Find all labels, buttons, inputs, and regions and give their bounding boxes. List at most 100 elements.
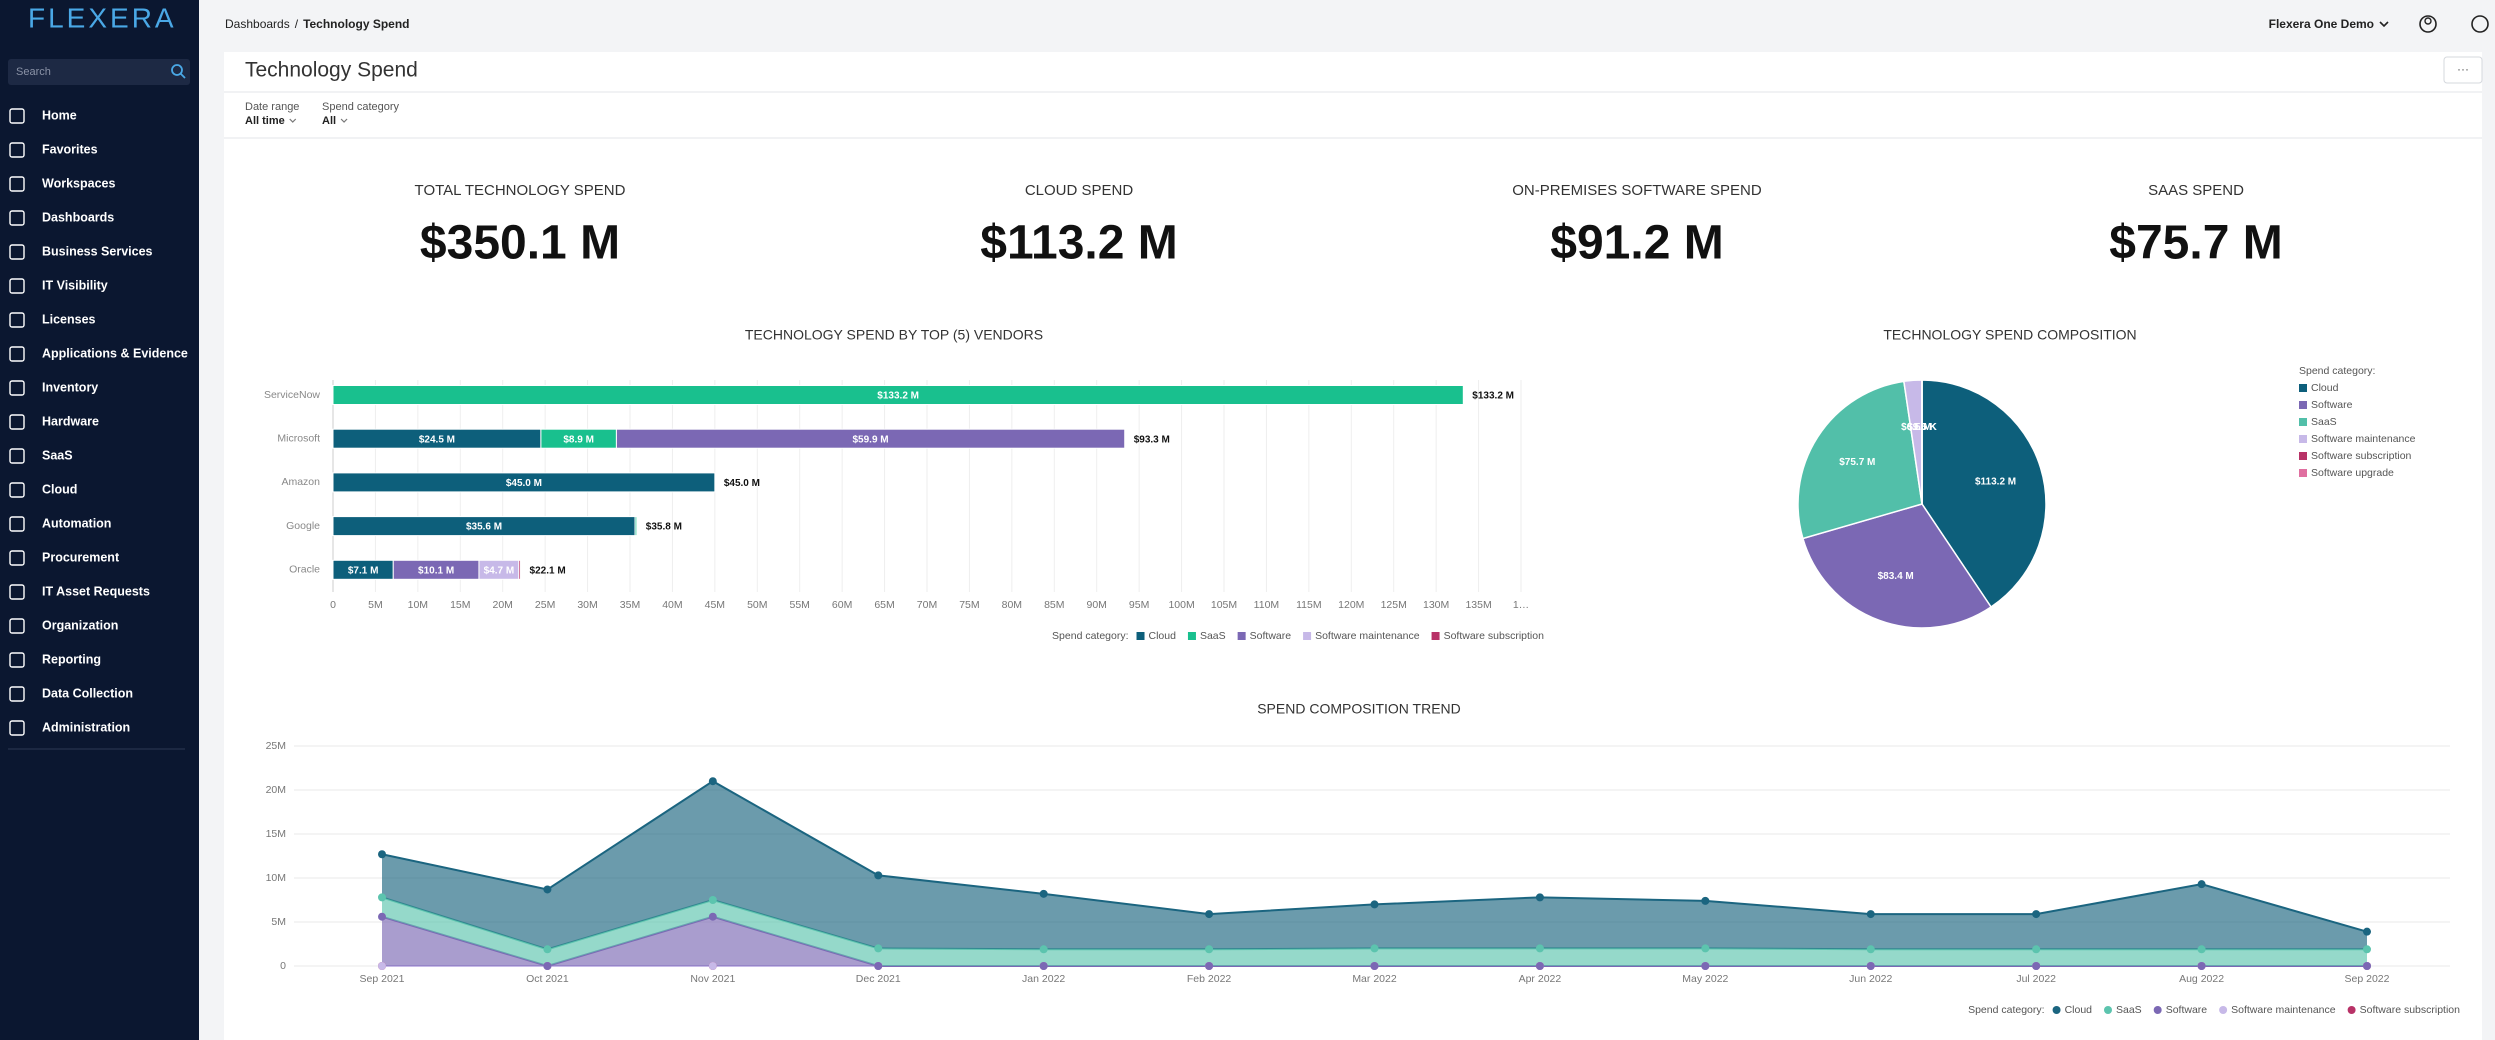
filter-label: Spend category bbox=[322, 101, 400, 113]
point bbox=[2197, 880, 2206, 889]
point bbox=[2363, 945, 2371, 954]
legend-swatch bbox=[1431, 632, 1440, 640]
legend-swatch bbox=[2104, 1006, 2112, 1014]
legend-swatch bbox=[2299, 452, 2307, 460]
nav-item[interactable]: Hardware bbox=[42, 414, 99, 428]
nav-item[interactable]: Organization bbox=[42, 618, 118, 632]
legend: Spend category: Cloud SaaS Software Software… bbox=[1968, 1004, 2460, 1016]
nav-icon[interactable] bbox=[9, 210, 25, 226]
nav-item[interactable]: Dashboards bbox=[42, 210, 114, 224]
legend-label: Software bbox=[2166, 1004, 2208, 1016]
legend-swatch bbox=[2299, 469, 2307, 477]
nav-icon[interactable] bbox=[9, 686, 25, 702]
nav-icon[interactable] bbox=[9, 652, 25, 668]
nav-icon[interactable] bbox=[9, 516, 25, 532]
search-icon bbox=[180, 73, 186, 79]
nav-item[interactable]: Licenses bbox=[42, 312, 96, 326]
x-tick-label: 60M bbox=[832, 599, 852, 611]
nav-icon[interactable] bbox=[9, 584, 25, 600]
nav-icon[interactable] bbox=[9, 448, 25, 464]
nav-icon[interactable] bbox=[9, 108, 25, 124]
bar-label: $8.9 M bbox=[563, 434, 594, 445]
filter-value[interactable]: All time bbox=[245, 115, 285, 127]
x-tick-label: 10M bbox=[408, 599, 428, 611]
total-label: $93.3 M bbox=[1134, 434, 1170, 445]
nav-item[interactable]: SaaS bbox=[42, 448, 73, 462]
point bbox=[1205, 945, 1214, 954]
nav-item[interactable]: Cloud bbox=[42, 482, 77, 496]
x-tick-label: Nov 2021 bbox=[690, 973, 735, 985]
nav-icon[interactable] bbox=[9, 176, 25, 192]
x-tick-label: 35M bbox=[620, 599, 640, 611]
point bbox=[708, 912, 717, 921]
nav-icon[interactable] bbox=[9, 244, 25, 260]
pie-slice bbox=[1801, 503, 1993, 629]
nav-icon[interactable] bbox=[9, 720, 25, 736]
point bbox=[874, 944, 883, 953]
nav-item[interactable]: Reporting bbox=[42, 652, 101, 666]
breadcrumb-parent[interactable]: Dashboards bbox=[225, 17, 290, 31]
x-tick-label: Mar 2022 bbox=[1352, 973, 1397, 985]
nav-icon[interactable] bbox=[9, 482, 25, 498]
nav-icon[interactable] bbox=[9, 550, 25, 566]
nav-item[interactable]: Applications & Evidence bbox=[42, 346, 188, 360]
nav-item[interactable]: IT Asset Requests bbox=[42, 584, 150, 598]
nav-icon[interactable] bbox=[9, 142, 25, 158]
point bbox=[1535, 944, 1544, 953]
search-box[interactable] bbox=[8, 59, 190, 85]
point bbox=[2032, 910, 2041, 919]
nav-icon[interactable] bbox=[9, 312, 25, 328]
menu-button-label[interactable]: ··· bbox=[2457, 62, 2469, 76]
search-icon[interactable] bbox=[171, 64, 183, 76]
x-tick-label: Oct 2021 bbox=[526, 973, 569, 985]
nav-item[interactable]: Automation bbox=[42, 516, 111, 530]
x-tick-label: Jun 2022 bbox=[1849, 973, 1892, 985]
filter-label: Date range bbox=[245, 101, 299, 113]
nav-icon[interactable] bbox=[9, 414, 25, 430]
filter-value[interactable]: All bbox=[322, 115, 336, 127]
x-tick-label: 125M bbox=[1381, 599, 1407, 611]
nav-item[interactable]: Administration bbox=[42, 720, 130, 734]
point bbox=[874, 871, 883, 880]
nav-item[interactable]: Home bbox=[42, 108, 77, 122]
x-tick-label: Sep 2021 bbox=[360, 973, 405, 985]
help-icon[interactable] bbox=[2471, 15, 2489, 33]
kpi-value: $75.7 M bbox=[2109, 217, 2282, 270]
bar-label: $133.2 M bbox=[877, 391, 919, 402]
x-tick-label: Dec 2021 bbox=[856, 973, 901, 985]
nav-icon[interactable] bbox=[9, 618, 25, 634]
legend-swatch bbox=[1187, 632, 1196, 640]
search-placeholder[interactable]: Search bbox=[16, 66, 51, 78]
nav-icon[interactable] bbox=[9, 346, 25, 362]
bar-segment bbox=[615, 428, 1126, 449]
legend-swatch bbox=[1136, 632, 1145, 640]
nav-item[interactable]: Favorites bbox=[42, 142, 98, 156]
kpi-value: $91.2 M bbox=[1550, 217, 1723, 270]
nav-item[interactable]: Business Services bbox=[42, 244, 153, 258]
nav-item[interactable]: Inventory bbox=[42, 380, 98, 394]
breadcrumb: Dashboards / Technology Spend bbox=[225, 17, 410, 31]
point bbox=[708, 962, 717, 970]
nav-item[interactable]: Workspaces bbox=[42, 176, 115, 190]
slice-label: $113.2 M bbox=[1975, 476, 2016, 487]
menu-button[interactable] bbox=[2443, 56, 2483, 84]
user-icon[interactable] bbox=[2419, 15, 2437, 33]
nav-icon[interactable] bbox=[9, 380, 25, 396]
x-tick-label: 55M bbox=[789, 599, 809, 611]
x-tick-label: 120M bbox=[1338, 599, 1364, 611]
org-selector[interactable]: Flexera One Demo bbox=[2269, 17, 2374, 31]
point bbox=[708, 896, 717, 904]
x-tick-label: 15M bbox=[450, 599, 470, 611]
kpi-label: CLOUD SPEND bbox=[1025, 182, 1134, 199]
nav-item[interactable]: Data Collection bbox=[42, 686, 133, 700]
x-tick-label: 40M bbox=[662, 599, 682, 611]
x-tick-label: Jul 2022 bbox=[2016, 973, 2056, 985]
nav-icon[interactable] bbox=[9, 278, 25, 294]
x-tick-label: 45M bbox=[705, 599, 725, 611]
nav-item[interactable]: Procurement bbox=[42, 550, 120, 564]
point bbox=[2197, 962, 2206, 970]
nav-item[interactable]: IT Visibility bbox=[42, 278, 108, 292]
x-tick-label: May 2022 bbox=[1682, 973, 1728, 985]
